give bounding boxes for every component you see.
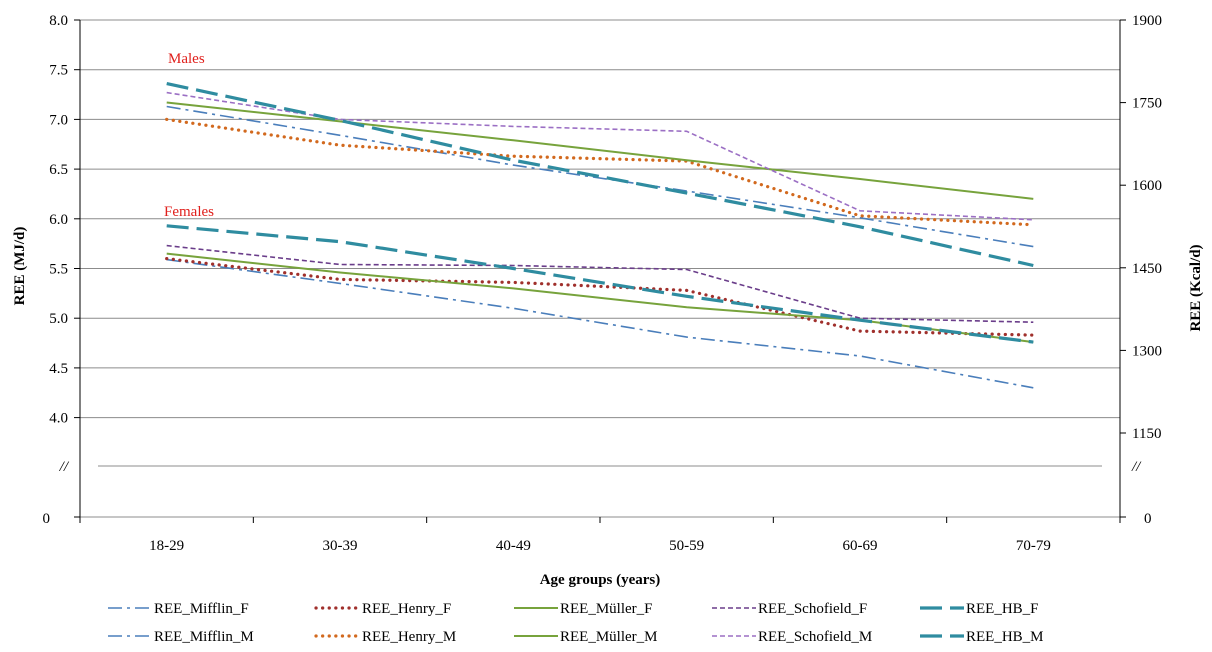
y-right-tick-label-zero: 0 [1144,511,1152,527]
series-line-ree-henry-m [165,117,1035,227]
x-axis-title: Age groups (years) [540,572,661,588]
series-line-ree-mifflin-m [166,105,1034,248]
series-line-ree-mifflin-f [166,258,1034,389]
legend-label: REE_Müller_M [560,629,658,645]
series-line-ree-hb-m [166,82,1034,268]
x-tick-label: 60-69 [843,538,878,554]
series-line-ree-m-ller-m [166,101,1034,200]
legend-label: REE_Henry_M [362,629,456,645]
y-tick-label: 6.0 [49,212,68,228]
y-right-tick-label: 1750 [1132,96,1162,112]
y-axis-right-title: REE (Kcal/d) [1188,244,1204,331]
y-right-tick-label: 1300 [1132,343,1162,359]
series-line-ree-schofield-f [166,244,1034,323]
x-tick-label: 18-29 [149,538,184,554]
y-tick-label-zero: 0 [43,511,51,527]
legend-label: REE_Henry_F [362,601,451,617]
y-tick-label: 4.0 [49,411,68,427]
series-line-ree-schofield-m [166,91,1034,221]
legend-label: REE_HB_F [966,601,1039,617]
y-right-tick-label: 1450 [1132,261,1162,277]
y-tick-label: 6.5 [49,162,68,178]
y-tick-label: 7.0 [49,112,68,128]
series-line-ree-henry-f [165,257,1035,337]
annotation-females: Females [164,204,214,220]
y-tick-label: 5.5 [49,262,68,278]
series-line-ree-hb-f [166,224,1034,344]
legend-label: REE_Schofield_F [758,601,867,617]
y-right-tick-label: 1900 [1132,13,1162,29]
annotation-males: Males [168,51,205,67]
y-right-tick-label: 1150 [1132,426,1161,442]
y-tick-label: 5.0 [49,311,68,327]
x-tick-label: 50-59 [669,538,704,554]
legend-label: REE_Müller_F [560,601,653,617]
y-tick-label: 8.0 [49,13,68,29]
x-tick-label: 40-49 [496,538,531,554]
y-tick-label: 4.5 [49,361,68,377]
axis-break-mark-left: // [59,459,70,475]
legend-label: REE_Mifflin_M [154,629,254,645]
x-tick-label: 30-39 [323,538,358,554]
legend-label: REE_HB_M [966,629,1044,645]
legend: REE_Mifflin_F REE_Henry_F REE_Müller_F REE_… [108,601,1044,645]
axis-break-mark-right: // [1131,459,1142,475]
y-tick-label: 7.5 [49,63,68,79]
legend-label: REE_Schofield_M [758,629,872,645]
y-axis-title: REE (MJ/d) [12,227,28,306]
x-tick-label: 70-79 [1016,538,1051,554]
y-right-tick-label: 1600 [1132,178,1162,194]
legend-label: REE_Mifflin_F [154,601,249,617]
